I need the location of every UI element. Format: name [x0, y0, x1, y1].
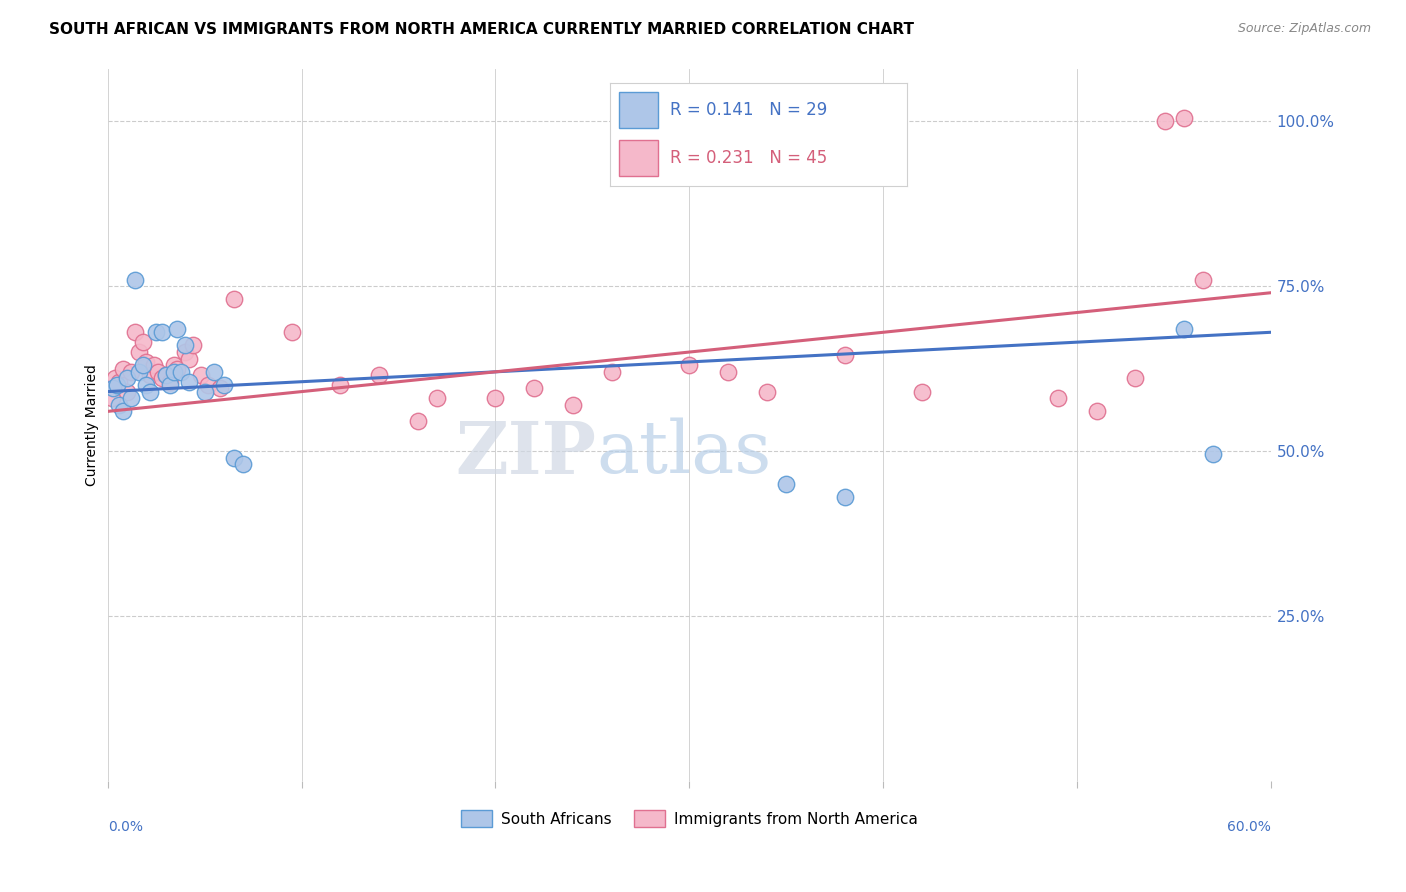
Point	[600, 365, 623, 379]
Point	[190, 368, 212, 383]
Point	[329, 378, 352, 392]
Point	[124, 272, 146, 286]
Point	[174, 338, 197, 352]
Point	[162, 365, 184, 379]
Point	[1192, 272, 1215, 286]
Point	[166, 322, 188, 336]
Point	[717, 365, 740, 379]
Point	[108, 398, 131, 412]
Point	[150, 325, 173, 339]
Point	[135, 378, 157, 392]
Point	[115, 384, 138, 399]
Text: SOUTH AFRICAN VS IMMIGRANTS FROM NORTH AMERICA CURRENTLY MARRIED CORRELATION CHA: SOUTH AFRICAN VS IMMIGRANTS FROM NORTH A…	[49, 22, 914, 37]
Point	[143, 358, 166, 372]
Text: ZIP: ZIP	[456, 417, 596, 489]
Point	[159, 378, 181, 392]
Point	[406, 414, 429, 428]
Point	[155, 368, 177, 383]
Point	[484, 391, 506, 405]
Point	[911, 384, 934, 399]
Point	[212, 378, 235, 392]
Point	[209, 381, 232, 395]
Point	[368, 368, 391, 383]
Point	[145, 325, 167, 339]
Y-axis label: Currently Married: Currently Married	[86, 364, 100, 485]
Point	[1202, 447, 1225, 461]
Point	[120, 391, 142, 405]
Point	[128, 345, 150, 359]
Point	[104, 371, 127, 385]
Point	[177, 351, 200, 366]
Text: Source: ZipAtlas.com: Source: ZipAtlas.com	[1237, 22, 1371, 36]
Text: 0.0%: 0.0%	[108, 820, 142, 834]
Point	[139, 368, 162, 383]
Point	[426, 391, 449, 405]
Point	[1085, 404, 1108, 418]
Legend: South Africans, Immigrants from North America: South Africans, Immigrants from North Am…	[456, 804, 924, 833]
Point	[159, 375, 181, 389]
Point	[222, 450, 245, 465]
Point	[112, 361, 135, 376]
Point	[146, 365, 169, 379]
Point	[174, 345, 197, 359]
Point	[115, 371, 138, 385]
Point	[562, 398, 585, 412]
Point	[281, 325, 304, 339]
Text: atlas: atlas	[596, 417, 772, 488]
Point	[1173, 322, 1195, 336]
Point	[194, 384, 217, 399]
Point	[523, 381, 546, 395]
Point	[155, 368, 177, 383]
Point	[775, 477, 797, 491]
Point	[112, 404, 135, 418]
Point	[108, 375, 131, 389]
Point	[128, 365, 150, 379]
Point	[162, 358, 184, 372]
Point	[1173, 111, 1195, 125]
Point	[834, 348, 856, 362]
Point	[197, 378, 219, 392]
Text: 60.0%: 60.0%	[1227, 820, 1271, 834]
Point	[150, 371, 173, 385]
Point	[678, 358, 700, 372]
Point	[1153, 114, 1175, 128]
Point	[1046, 391, 1069, 405]
Point	[100, 391, 122, 405]
Point	[170, 365, 193, 379]
Point	[202, 365, 225, 379]
Point	[1125, 371, 1147, 385]
Point	[135, 355, 157, 369]
Point	[139, 384, 162, 399]
Point	[120, 365, 142, 379]
Point	[105, 378, 128, 392]
Point	[166, 361, 188, 376]
Point	[232, 457, 254, 471]
Point	[131, 335, 153, 350]
Point	[124, 325, 146, 339]
Point	[756, 384, 779, 399]
Point	[131, 358, 153, 372]
Point	[103, 381, 125, 395]
Point	[222, 293, 245, 307]
Point	[177, 375, 200, 389]
Point	[181, 338, 204, 352]
Point	[834, 490, 856, 504]
